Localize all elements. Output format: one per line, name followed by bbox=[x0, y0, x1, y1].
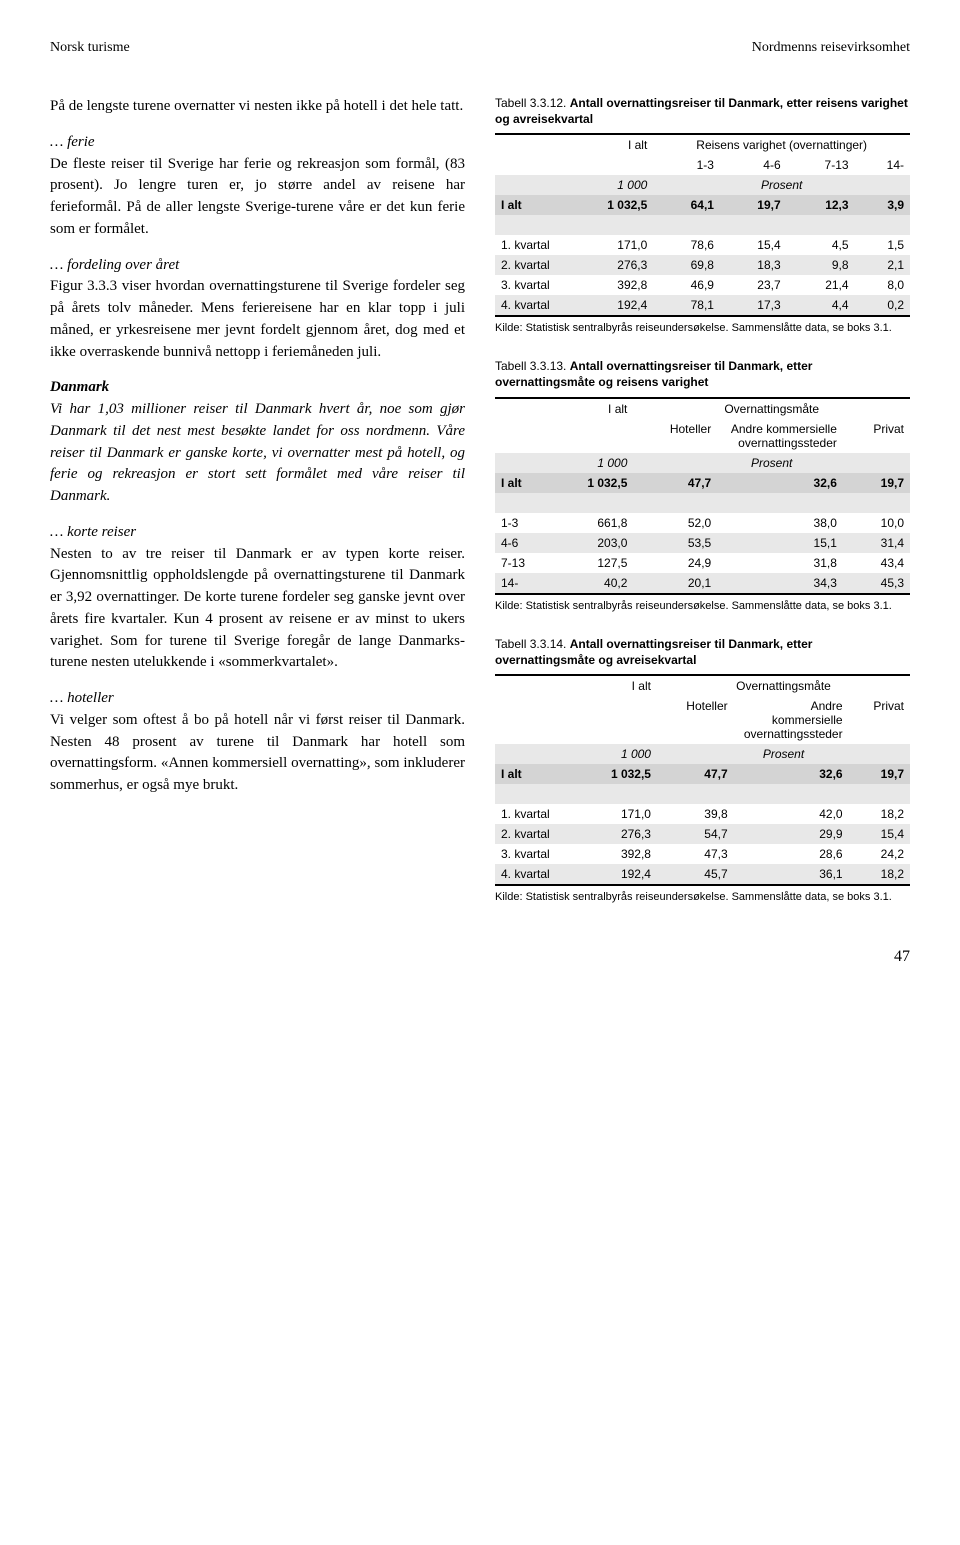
table-row: 3. kvartal392,847,328,624,2 bbox=[495, 844, 910, 864]
right-column: Tabell 3.3.12. Antall overnattingsreiser… bbox=[495, 96, 910, 928]
para-5-text: Nesten to av tre reiser til Danmark er a… bbox=[50, 546, 465, 671]
t12-h-span: Reisens varighet (overnattinger) bbox=[653, 134, 910, 155]
t12-pre: Tabell 3.3.12. bbox=[495, 96, 570, 110]
t14-pre: Tabell 3.3.14. bbox=[495, 637, 570, 651]
table-row: 2. kvartal276,369,818,39,82,1 bbox=[495, 255, 910, 275]
t13-h1: Hoteller bbox=[633, 419, 717, 453]
header-left: Norsk turisme bbox=[50, 40, 130, 56]
para-3: … fordeling over året Figur 3.3.3 viser … bbox=[50, 255, 465, 364]
table-row: 4. kvartal192,445,736,118,2 bbox=[495, 864, 910, 885]
lead-fordeling: … fordeling over året bbox=[50, 257, 179, 273]
table-row: I alt 1 032,5 64,1 19,7 12,3 3,9 bbox=[495, 195, 910, 215]
table-14-title: Tabell 3.3.14. Antall overnattingsreiser… bbox=[495, 637, 910, 668]
para-1: På de lengste turene overnatter vi neste… bbox=[50, 96, 465, 118]
table-13-title: Tabell 3.3.13. Antall overnattingsreiser… bbox=[495, 359, 910, 390]
table-row bbox=[495, 215, 910, 235]
table-12: I alt Reisens varighet (overnattinger) 1… bbox=[495, 133, 910, 317]
left-column: På de lengste turene overnatter vi neste… bbox=[50, 96, 465, 928]
table-row: 14-40,220,134,345,3 bbox=[495, 573, 910, 594]
page-header: Norsk turisme Nordmenns reisevirksomhet bbox=[50, 40, 910, 56]
t13-u1: 1 000 bbox=[552, 453, 634, 473]
table-row bbox=[495, 784, 910, 804]
table-row: I alt 1 032,5 47,7 32,6 19,7 bbox=[495, 473, 910, 493]
table-row: I alt 1 032,5 47,7 32,6 19,7 bbox=[495, 764, 910, 784]
table-row: 7-13127,524,931,843,4 bbox=[495, 553, 910, 573]
t14-h2: Andre kommersielle overnattingssteder bbox=[734, 696, 849, 744]
t12-h2: 4-6 bbox=[720, 155, 787, 175]
header-right: Nordmenns reisevirksomhet bbox=[752, 40, 910, 56]
para-2-text: De fleste reiser til Sverige har ferie o… bbox=[50, 156, 465, 237]
lead-danmark: Danmark bbox=[50, 379, 109, 395]
table-row: 4-6203,053,515,131,4 bbox=[495, 533, 910, 553]
lead-korte: … korte reiser bbox=[50, 524, 136, 540]
table-13: I alt Overnattingsmåte Hoteller Andre ko… bbox=[495, 397, 910, 595]
table-14: I alt Overnattingsmåte Hoteller Andre ko… bbox=[495, 674, 910, 886]
table-row: 1-3661,852,038,010,0 bbox=[495, 513, 910, 533]
t14-u2: Prosent bbox=[657, 744, 910, 764]
t14-h-span: Overnattingsmåte bbox=[657, 675, 910, 696]
para-2: … ferie De fleste reiser til Sverige har… bbox=[50, 132, 465, 241]
t14-h1: Hoteller bbox=[657, 696, 734, 744]
table-12-title: Tabell 3.3.12. Antall overnattingsreiser… bbox=[495, 96, 910, 127]
para-6: … hoteller Vi velger som oftest å bo på … bbox=[50, 688, 465, 797]
t12-h1: 1-3 bbox=[653, 155, 720, 175]
para-4-text: Vi har 1,03 millioner reiser til Danmark… bbox=[50, 401, 465, 504]
t13-h-ialt: I alt bbox=[552, 398, 634, 419]
t14-source: Kilde: Statistisk sentralbyrås reiseunde… bbox=[495, 890, 910, 904]
t13-h3: Privat bbox=[843, 419, 910, 453]
t13-h2: Andre kommersielle overnattingssteder bbox=[717, 419, 843, 453]
t14-h-ialt: I alt bbox=[582, 675, 657, 696]
lead-ferie: … ferie bbox=[50, 134, 95, 150]
para-5: … korte reiser Nesten to av tre reiser t… bbox=[50, 522, 465, 674]
page-number: 47 bbox=[50, 948, 910, 966]
t13-pre: Tabell 3.3.13. bbox=[495, 359, 570, 373]
table-row: 1. kvartal171,078,615,44,51,5 bbox=[495, 235, 910, 255]
t12-h-ialt: I alt bbox=[580, 134, 653, 155]
para-4: Danmark Vi har 1,03 millioner reiser til… bbox=[50, 377, 465, 508]
lead-hoteller: … hoteller bbox=[50, 690, 114, 706]
t12-h4: 14- bbox=[855, 155, 910, 175]
t14-h3: Privat bbox=[849, 696, 910, 744]
table-row: 1. kvartal171,039,842,018,2 bbox=[495, 804, 910, 824]
t13-h-span: Overnattingsmåte bbox=[633, 398, 910, 419]
t14-u1: 1 000 bbox=[582, 744, 657, 764]
t12-h3: 7-13 bbox=[787, 155, 855, 175]
para-3-text: Figur 3.3.3 viser hvordan overnattingstu… bbox=[50, 278, 465, 359]
t13-u2: Prosent bbox=[633, 453, 910, 473]
t13-source: Kilde: Statistisk sentralbyrås reiseunde… bbox=[495, 599, 910, 613]
table-row: 2. kvartal276,354,729,915,4 bbox=[495, 824, 910, 844]
table-row bbox=[495, 493, 910, 513]
table-row: 3. kvartal392,846,923,721,48,0 bbox=[495, 275, 910, 295]
table-row: 4. kvartal192,478,117,34,40,2 bbox=[495, 295, 910, 316]
t12-u2: Prosent bbox=[653, 175, 910, 195]
t12-source: Kilde: Statistisk sentralbyrås reiseunde… bbox=[495, 321, 910, 335]
t12-u1: 1 000 bbox=[580, 175, 653, 195]
para-6-text: Vi velger som oftest å bo på hotell når … bbox=[50, 712, 465, 793]
